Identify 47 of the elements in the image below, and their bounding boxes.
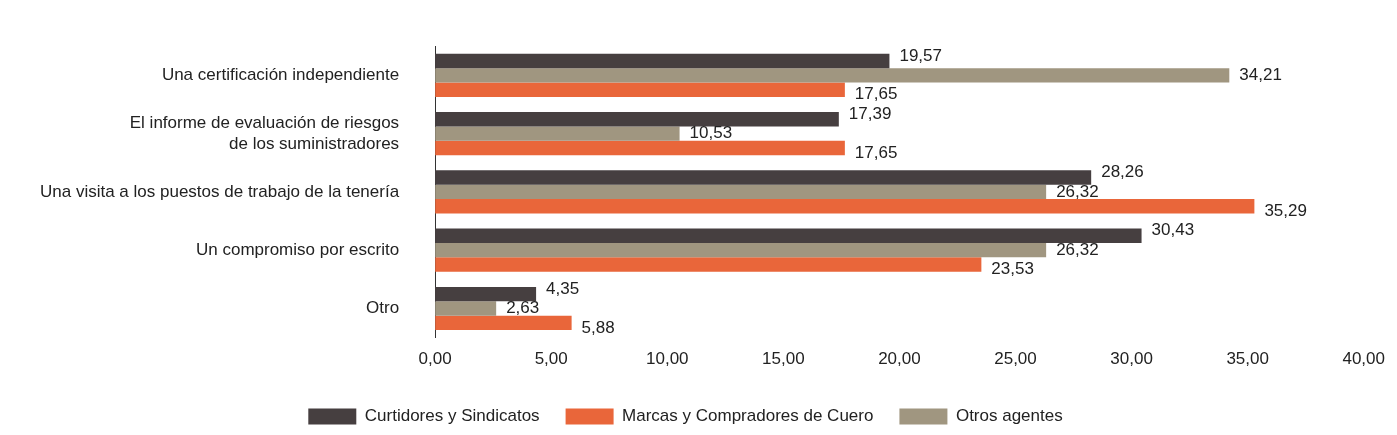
data-label: 4,35: [546, 278, 580, 298]
data-label: 30,43: [1151, 220, 1195, 240]
data-label: 10,53: [689, 123, 733, 143]
bar: [435, 301, 497, 316]
y-tick-label: Un compromiso por escrito: [195, 239, 400, 259]
bar: [435, 242, 1047, 258]
bar: [435, 53, 890, 69]
x-tick-label: 40,00: [1342, 349, 1385, 369]
y-tick-label: Una certificación independiente: [161, 65, 400, 85]
legend-label: Otros agentes: [955, 406, 1063, 426]
legend-label: Marcas y Compradores de Cuero: [622, 406, 874, 426]
bar: [435, 199, 1255, 214]
data-label: 35,29: [1264, 200, 1307, 220]
x-tick-label: 20,00: [878, 349, 921, 369]
data-label: 23,53: [991, 259, 1034, 279]
bar: [435, 112, 839, 127]
bar: [435, 228, 1142, 243]
x-tick-label: 0,00: [418, 349, 452, 369]
bar: [435, 170, 1092, 185]
bar: [435, 68, 1230, 83]
data-label: 28,26: [1101, 162, 1144, 182]
bar: [435, 286, 537, 302]
x-tick-label: 30,00: [1110, 349, 1153, 369]
x-tick-label: 25,00: [994, 349, 1037, 369]
data-label: 5,88: [581, 317, 615, 337]
y-tick-label: Una visita a los puestos de trabajo de la tenería: [40, 181, 400, 201]
x-tick-label: 5,00: [534, 349, 568, 369]
data-label: 26,32: [1056, 181, 1099, 201]
bar: [435, 140, 845, 156]
bar: [435, 82, 845, 97]
y-tick-label: Otro: [366, 298, 400, 318]
x-tick-label: 15,00: [762, 349, 805, 369]
data-label: 17,65: [854, 84, 898, 104]
data-label: 34,21: [1239, 65, 1282, 85]
data-label: 17,39: [848, 103, 892, 123]
bar: [435, 315, 572, 331]
legend-label: Curtidores y Sindicatos: [364, 406, 540, 426]
data-label: 17,65: [854, 142, 898, 162]
x-tick-label: 10,00: [645, 349, 689, 369]
bar: [435, 126, 680, 141]
bar: [435, 184, 1047, 200]
data-label: 26,32: [1056, 239, 1099, 259]
x-tick-label: 35,00: [1226, 349, 1269, 369]
data-label: 2,63: [506, 298, 540, 318]
data-label: 19,57: [899, 45, 942, 65]
bar: [435, 257, 982, 272]
y-tick-label: El informe de evaluación de riesgos de los suministradores: [129, 113, 400, 153]
